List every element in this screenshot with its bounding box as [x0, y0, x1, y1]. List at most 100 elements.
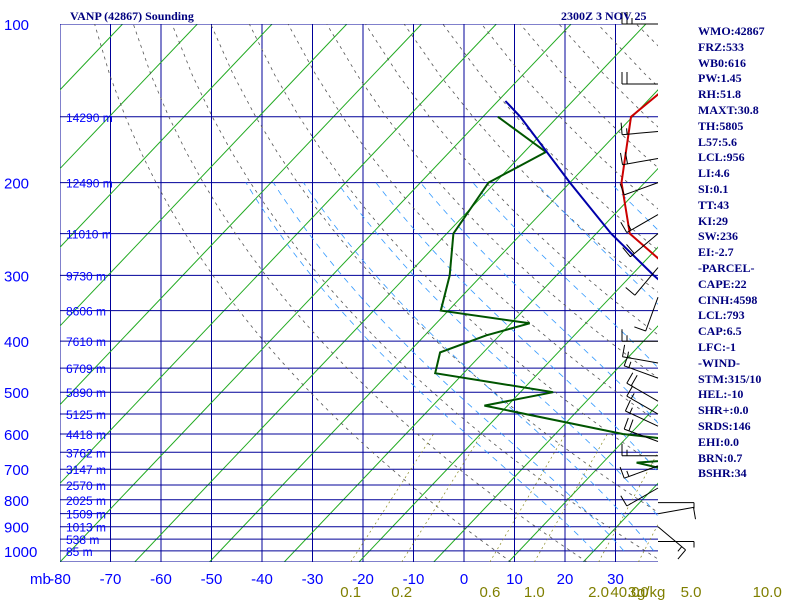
isotherm-line: [134, 24, 647, 562]
mixing-ratio-line: [401, 433, 483, 562]
stat-item: CAP:6.5: [698, 324, 742, 339]
wind-barb: [625, 267, 659, 296]
wind-barb: [621, 443, 658, 457]
moist-adiabat-line: [420, 182, 658, 424]
wind-barb: [621, 72, 658, 85]
wind-barb: [658, 541, 695, 548]
stat-item: SHR+:0.0: [698, 403, 749, 418]
stat-item: BSHR:34: [698, 466, 747, 481]
height-label: 5125 m: [66, 408, 106, 422]
height-label: 2570 m: [66, 479, 106, 493]
isotherm-line: [60, 24, 422, 406]
height-labels: 14290 m 12490 m 11010 m 9730 m 8606 m 7610 m 6…: [66, 111, 113, 559]
moist-adiabat-line: [245, 182, 595, 552]
pressure-tick-label: 600: [4, 427, 29, 444]
mixing-ratio-tick-label: 1.0: [524, 584, 545, 600]
height-label: 7610 m: [66, 335, 106, 349]
wind-barb: [620, 214, 659, 234]
height-label: 4418 m: [66, 428, 106, 442]
isobar-lines: [60, 24, 658, 562]
isotherm-line: [60, 24, 497, 485]
dewpoint-profile-line: [433, 115, 658, 469]
mixing-ratio-line: [638, 523, 658, 562]
isotherm-line: [358, 246, 658, 562]
wind-barb: [626, 385, 659, 415]
dry-adiabat-line: [132, 24, 588, 562]
mixing-ratio-tick-label: 0.2: [391, 584, 412, 600]
valid-time: 2300Z 3 NOV 25: [561, 9, 646, 23]
stat-item: CINH:4598: [698, 292, 758, 307]
temperature-tick-label: -50: [201, 571, 223, 588]
height-label: 538 m: [66, 533, 99, 547]
pressure-tick-label: 700: [4, 462, 29, 479]
stat-item: TH:5805: [698, 118, 744, 133]
moist-adiabat-line: [272, 182, 625, 552]
height-label: 12490 m: [66, 177, 113, 191]
isotherm-lines: [60, 24, 658, 562]
height-label: 8606 m: [66, 305, 106, 319]
pressure-tick-labels: 100 200 300 400 500 600 700 800 900 1000: [4, 17, 37, 561]
wind-barb: [621, 329, 658, 342]
height-label: 5890 m: [66, 386, 106, 400]
dry-adiabat-line: [210, 24, 658, 513]
stat-item: LCL:956: [698, 150, 745, 165]
height-label: 1509 m: [66, 508, 106, 522]
height-label: 3147 m: [66, 463, 106, 477]
stat-item: -PARCEL-: [698, 260, 755, 275]
height-label: 11010 m: [66, 228, 112, 242]
temperature-tick-label: -20: [352, 571, 374, 588]
mixing-ratio-line: [489, 433, 566, 562]
mixing-ratio-tick-label: 0.1: [340, 584, 361, 600]
stat-item: HEL:-10: [698, 387, 744, 402]
stat-item: LFC:-1: [698, 339, 736, 354]
stat-item: EHI:0.0: [698, 434, 740, 449]
dry-adiabat-line: [171, 24, 658, 560]
temperature-tick-label: -80: [49, 571, 71, 588]
isotherm-line: [283, 167, 658, 562]
temperature-tick-label: -10: [403, 571, 425, 588]
height-label: 2025 m: [66, 494, 106, 508]
height-label: 6709 m: [66, 362, 106, 376]
stat-item: BRN:0.7: [698, 450, 743, 465]
wind-barb: [619, 182, 659, 196]
pressure-tick-label: 900: [4, 520, 29, 537]
wind-barb: [657, 506, 696, 520]
wind-barb: [622, 233, 659, 258]
temperature-tick-label: 10: [506, 571, 523, 588]
wind-barb: [620, 487, 659, 507]
stat-item: WB0:616: [698, 55, 746, 70]
temperature-tick-label: 20: [557, 571, 574, 588]
wind-barb: [621, 12, 658, 25]
dry-adiabat-line: [94, 24, 512, 562]
height-label: 9730 m: [66, 269, 106, 283]
stat-item: TT:43: [698, 197, 730, 212]
stat-item: EI:-2.7: [698, 245, 734, 260]
mixing-ratio-tick-labels: 0.10.20.61.02.03.05.010.020.040.0: [340, 584, 782, 600]
pressure-tick-label: 100: [4, 17, 29, 34]
stat-item: LCL:793: [698, 308, 745, 323]
mixing-ratio-line: [350, 433, 434, 562]
mixing-ratio-tick-label: 2.0: [588, 584, 609, 600]
stat-item: SW:236: [698, 229, 739, 244]
height-label: 85 m: [66, 545, 93, 559]
pressure-tick-label: 500: [4, 385, 29, 402]
moist-adiabat-line: [336, 182, 658, 517]
pressure-tick-label: 300: [4, 268, 29, 285]
isotherm-line: [60, 24, 348, 327]
sounding-profiles: [433, 93, 658, 469]
isotherm-line: [60, 24, 273, 248]
mixing-ratio-tick-label: 10.0: [753, 584, 782, 600]
chart-title: VANP (42867) Sounding: [70, 9, 194, 23]
dry-adiabat-lines: [94, 24, 658, 562]
stat-item: SRDS:146: [698, 418, 751, 433]
wind-barb: [623, 354, 659, 379]
height-label: 1013 m: [66, 521, 106, 535]
mixing-ratio-tick-label: 3.0: [628, 584, 649, 600]
stat-item: FRZ:533: [698, 39, 744, 54]
stat-item: SI:0.1: [698, 181, 729, 196]
wind-barb: [657, 526, 686, 560]
mixing-ratio-tick-label: 0.6: [479, 584, 500, 600]
stat-item: KI:29: [698, 213, 728, 228]
parcel-profile-line: [504, 100, 658, 281]
